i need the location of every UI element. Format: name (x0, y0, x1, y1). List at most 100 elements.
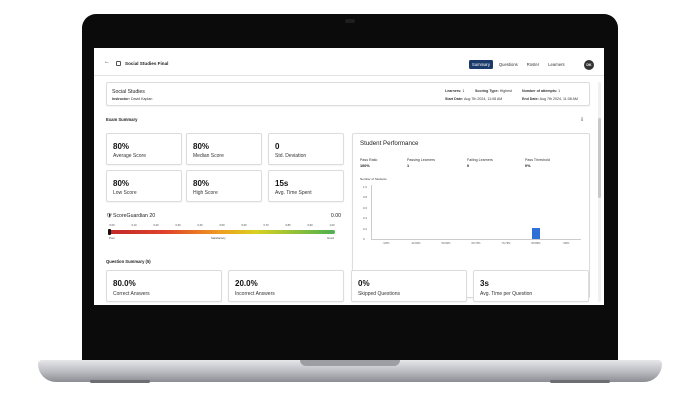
qs-incorrect-answers: 20.0% Incorrect Answers (228, 270, 344, 302)
student-performance-title: Student Performance (360, 140, 419, 147)
y-tick-label: 0.4 (363, 216, 367, 220)
instructor-name: David Kaplan (130, 97, 153, 101)
score-guardian-ticks: 0.00 0.10 0.20 0.30 0.40 0.50 0.60 0.70 0.80 0.90… (109, 224, 335, 229)
stat-value: 15s (275, 179, 289, 188)
laptop-base (38, 360, 662, 382)
app-screen: ← Social Studies Final Summary Questions… (94, 48, 604, 305)
stat-label: Low Score (113, 190, 137, 196)
stat-median-score: 80% Median Score (186, 133, 262, 165)
y-axis-title: Number of Students (360, 177, 387, 181)
attempts-value: 1 (558, 89, 561, 93)
stat-value: 80% (193, 142, 210, 151)
x-tick-label: 40-60% (411, 242, 421, 245)
x-tick-label: >90% (562, 242, 570, 245)
qs-label: Incorrect Answers (235, 291, 275, 297)
y-tick-label: 0 (363, 237, 365, 241)
score-gradient-bar (109, 230, 335, 234)
stat-value: 0 (275, 142, 280, 151)
scrollbar-thumb[interactable] (598, 118, 601, 198)
score-tick-label: 0.80 (285, 224, 291, 227)
x-tick-label: 80-89% (531, 242, 541, 245)
metric-value: 0 (467, 163, 470, 168)
score-tick-label: 0.70 (263, 224, 269, 227)
question-summary-title: Question Summary (5) (106, 259, 151, 264)
instructor-label: Instructor: (112, 97, 130, 101)
laptop-foot (550, 380, 610, 383)
score-tick-label: 0.10 (131, 224, 137, 227)
metric-failing-learners: Failing Learners 0 (467, 158, 493, 168)
stat-std-deviation: 0 Std. Deviation (268, 133, 344, 165)
tab-questions[interactable]: Questions (498, 62, 518, 67)
camera-icon (345, 19, 355, 23)
stat-label: Median Score (193, 153, 224, 159)
qs-value: 3s (480, 279, 489, 288)
stat-label: Avg. Time Spent (275, 190, 312, 196)
laptop-notch (300, 360, 400, 366)
tab-roster[interactable]: Roster (526, 62, 540, 67)
qs-label: Skipped Questions (358, 291, 400, 297)
qs-correct-answers: 80.0% Correct Answers (106, 270, 222, 302)
learners-meta: Learners: 1 (445, 89, 464, 93)
score-guardian-score: 0.00 (330, 213, 341, 219)
avatar[interactable]: DK (584, 60, 594, 70)
stat-high-score: 80% High Score (186, 170, 262, 202)
metric-value: 1 (407, 163, 410, 168)
metric-label: Pass Ratio (360, 158, 378, 162)
scale-label-satisfactory: Satisfactory (211, 236, 226, 240)
stat-average-score: 80% Average Score (106, 133, 182, 165)
score-marker (107, 229, 111, 235)
y-tick-label: 1.0 (363, 184, 367, 189)
attempts-meta: Number of attempts: 1 (522, 89, 560, 93)
page-title: Social Studies Final (125, 60, 169, 66)
learners-label: Learners: (445, 89, 462, 93)
chart-bar (532, 228, 540, 239)
y-tick-label: 0.6 (363, 205, 367, 210)
score-tick-label: 0.30 (175, 224, 181, 227)
end-value: Aug 7th 2024, 11:08 AM (539, 97, 578, 101)
score-tick-label: 0.50 (219, 224, 225, 227)
laptop-foot (90, 380, 150, 383)
attempts-label: Number of attempts: (522, 89, 558, 93)
back-arrow-icon[interactable]: ← (104, 59, 110, 65)
tab-summary[interactable]: Summary (469, 60, 493, 69)
start-date-meta: Start Date: Aug 7th 2024, 11:08 AM (445, 97, 502, 101)
subject-name: Social Studies (112, 89, 145, 95)
metric-pass-ratio: Pass Ratio 100% (360, 158, 377, 168)
exam-info-card: Social Studies Instructor: David Kaplan … (106, 82, 590, 106)
stat-value: 80% (193, 179, 210, 188)
score-guardian: 🛡 ScoreGuardian 20 0.00 0.00 0.10 0.20 0.30… (106, 211, 341, 247)
x-tick-label: 70-79% (501, 242, 511, 245)
scoring-label: Scoring Type: (475, 89, 499, 93)
metric-label: Pass Threshold (525, 158, 550, 162)
end-label: End Date: (522, 97, 539, 101)
x-tick-label: 50-60% (441, 242, 451, 245)
score-tick-label: 0.40 (197, 224, 203, 227)
tab-bar: Summary Questions Roster Learners (469, 60, 568, 69)
document-icon (116, 61, 121, 66)
scoring-meta: Scoring Type: Highest (475, 89, 512, 93)
exam-summary-title: Exam Summary (106, 117, 138, 122)
x-axis-line (371, 238, 581, 239)
metric-value: 0% (525, 163, 531, 168)
tab-learners[interactable]: Learners (548, 62, 565, 67)
score-guardian-label: ScoreGuardian 20 (113, 213, 156, 219)
stat-label: Average Score (113, 153, 146, 159)
metric-pass-threshold: Pass Threshold 0% (525, 158, 550, 168)
stat-label: Std. Deviation (275, 153, 307, 159)
scoring-value: Highest (499, 89, 512, 93)
x-tick-label: <20% (382, 242, 390, 245)
qs-value: 80.0% (113, 279, 136, 288)
scale-label-poor: Poor (109, 236, 115, 240)
shield-icon: 🛡 (106, 213, 113, 219)
metric-label: Passing Learners (407, 158, 435, 162)
qs-value: 0% (358, 279, 370, 288)
stat-value: 80% (113, 179, 130, 188)
score-tick-label: 0.90 (307, 224, 313, 227)
download-icon[interactable]: ⇩ (580, 117, 585, 123)
start-value: Aug 7th 2024, 11:08 AM (464, 97, 503, 101)
score-tick-label: 1.00 (329, 224, 335, 227)
start-label: Start Date: (445, 97, 464, 101)
scale-label-good: Good (327, 236, 334, 240)
stat-label: High Score (193, 190, 218, 196)
